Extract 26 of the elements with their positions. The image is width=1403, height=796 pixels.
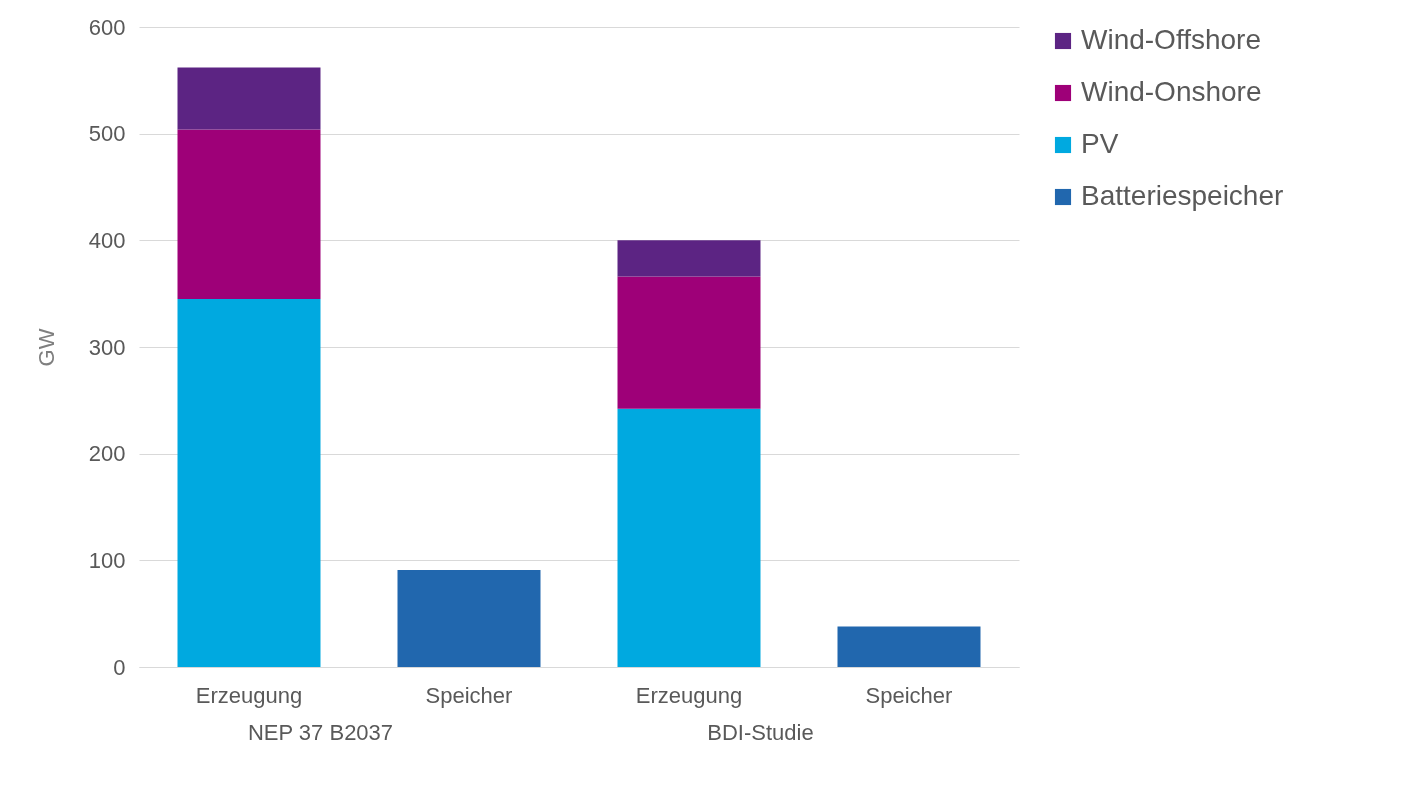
bar: [177, 299, 321, 667]
legend-label: PV: [1081, 128, 1119, 159]
bar: [177, 129, 321, 299]
bar: [617, 240, 761, 277]
x-tick-label: Speicher: [425, 682, 513, 708]
bar: [837, 626, 981, 667]
text: NEP 37 B2037: [247, 720, 394, 745]
legend-label: Batteriespeicher: [1081, 180, 1284, 211]
x-tick-label: Erzeugung: [635, 682, 743, 708]
y-tick-label: 200: [88, 441, 126, 467]
legend-label: Wind-Offshore: [1081, 24, 1261, 55]
legend-label: Wind-Onshore: [1081, 76, 1262, 107]
text: BDI-Studie: [707, 720, 814, 745]
x-tick-label: Speicher: [865, 682, 953, 708]
bar: [617, 276, 761, 409]
bar: [397, 569, 541, 667]
x-tick-label: Erzeugung: [195, 682, 303, 708]
y-tick-label: 400: [88, 227, 126, 253]
y-tick-label: 300: [88, 334, 126, 360]
bar: [177, 67, 321, 130]
y-tick-label: 0: [113, 654, 126, 680]
y-tick-label: 100: [88, 547, 126, 573]
y-tick-label: 500: [88, 121, 126, 147]
bar: [617, 408, 761, 667]
y-tick-label: 600: [88, 14, 126, 40]
y-axis-title: GW: [33, 328, 59, 367]
